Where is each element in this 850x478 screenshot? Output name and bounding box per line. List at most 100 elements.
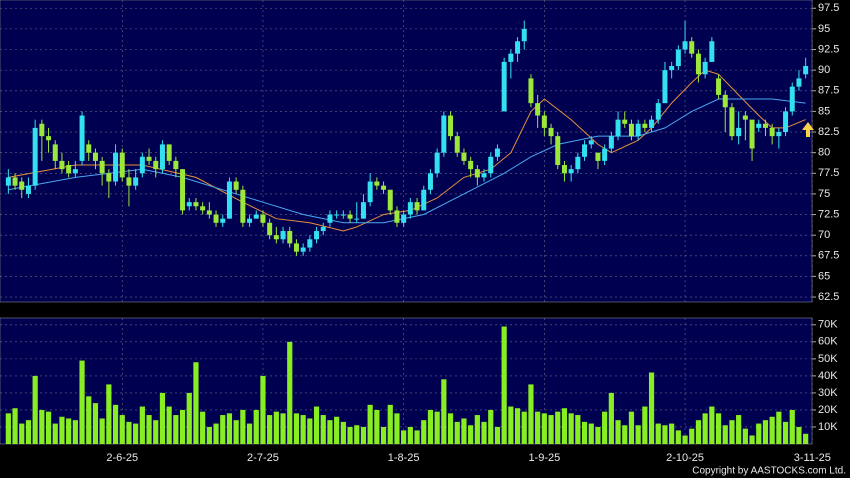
candle-body [159,144,165,170]
candle-body [113,152,119,182]
candle-body [19,181,25,190]
volume-bar [206,426,212,444]
candle-body [448,115,454,137]
candle-body [736,127,742,137]
candle-body [213,214,219,223]
candle-body [541,115,547,128]
candle-body [240,189,246,223]
candle-body [649,119,655,128]
candle-body [709,41,715,62]
candle-body [528,78,534,104]
candle-body [267,222,273,236]
candle-body [769,127,775,137]
volume-bar [481,421,487,444]
y-tick-label: 67.5 [818,250,839,262]
volume-bar [803,433,809,444]
volume-bar [246,423,253,444]
volume-bar [756,423,762,444]
candle-body [307,239,313,248]
volume-bar [52,423,58,444]
candle-body [642,123,648,128]
volume-bar [354,425,360,444]
volume-bar [675,430,681,444]
volume-bar [112,404,119,444]
volume-bar [427,409,434,444]
volume-bar [568,413,574,444]
volume-bar [695,420,702,444]
volume-bar [79,360,85,444]
y-tick-label: 10K [818,421,838,433]
volume-bar [648,372,655,444]
candle-body [682,41,688,50]
volume-bar [682,435,688,444]
candle-body [186,202,192,207]
candle-body [742,115,748,120]
y-tick-label: 95 [818,23,830,35]
volume-bar [267,415,273,444]
y-tick-label: 70 [818,229,830,241]
candle-body [180,169,186,211]
candle-body [327,214,333,223]
candle-body [421,189,427,211]
candle-body [689,41,695,54]
candle-body [521,28,527,42]
candle-body [347,214,353,219]
volume-bar [709,406,715,444]
candle-body [675,49,681,67]
volume-bar [662,425,668,444]
candle-body [367,181,373,203]
volume-bar [762,420,769,444]
candle-body [394,210,400,223]
volume-bar [581,421,588,444]
candle-body [300,247,306,252]
candle-body [52,144,58,161]
candle-body [481,173,487,178]
candle-body [293,243,299,252]
y-tick-label: 87.5 [818,85,839,97]
candle-body [722,94,728,108]
y-tick-label: 50K [818,353,838,365]
candle-body [535,103,541,116]
volume-bar [293,413,300,444]
candle-body [729,107,735,137]
candle-body [608,136,614,149]
y-tick-label: 40K [818,370,838,382]
candle-body [702,61,708,75]
candle-body [314,231,320,240]
candle-body [515,41,521,54]
volume-bar [615,420,621,444]
candle-body [488,156,494,174]
y-tick-label: 97.5 [818,2,839,14]
volume-bar [655,423,661,444]
volume-bar [441,379,447,444]
volume-bar [260,375,266,444]
volume-bar [622,425,628,444]
volume-bar [494,426,501,444]
y-tick-label: 62.5 [818,291,839,303]
volume-bar [226,413,233,444]
volume-bar [12,408,18,444]
x-tick-label: 1-8-25 [388,452,420,464]
volume-bar [220,415,226,444]
volume-bar [360,426,367,444]
volume-bar [635,425,641,444]
candle-body [146,156,152,161]
volume-bar [146,415,152,444]
volume-bar [434,411,440,444]
y-tick-label: 72.5 [818,208,839,220]
candle-body [628,123,634,137]
volume-bar [715,413,722,444]
candle-body [334,214,340,216]
volume-bar [92,403,99,444]
volume-bar [447,413,454,444]
candle-body [360,202,366,219]
volume-bar [776,411,782,444]
volume-bar [25,420,32,444]
volume-bar [669,423,675,444]
volume-bar [541,413,547,444]
candle-body [320,226,326,232]
candle-body [582,144,588,157]
volume-bar [66,418,72,444]
candle-body [126,177,132,186]
volume-bar [200,411,206,444]
